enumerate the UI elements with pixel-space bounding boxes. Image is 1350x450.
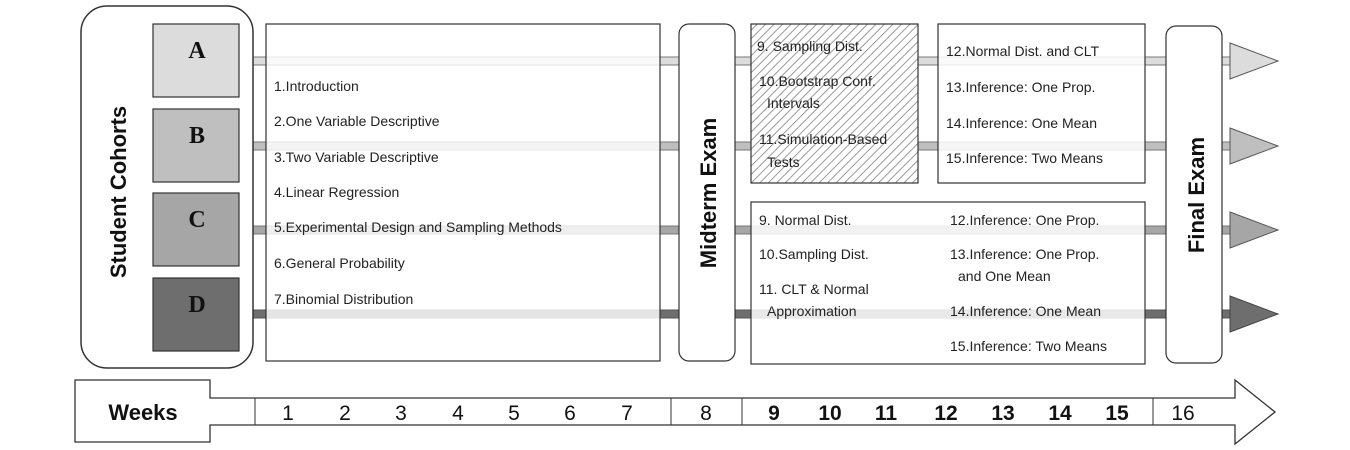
week-4: 4 [452, 402, 464, 425]
weeks-label: Weeks [108, 400, 177, 425]
ab-week12: 12.Normal Dist. and CLT [946, 43, 1099, 59]
ab-week14: 14.Inference: One Mean [946, 115, 1097, 131]
ab-later-box [937, 23, 1146, 184]
week-1: 1 [282, 402, 294, 425]
cd-week11-line2: Approximation [767, 303, 857, 319]
topic-1: 1.Introduction [274, 78, 359, 94]
cd-week13-line2: and One Mean [958, 268, 1051, 284]
cd-week15: 15.Inference: Two Means [950, 338, 1107, 354]
topics-1-7-box [265, 23, 661, 362]
week-6: 6 [564, 402, 576, 425]
topic-3: 3.Two Variable Descriptive [274, 149, 439, 165]
ab-week11-line2: Tests [767, 154, 800, 170]
ab-week11-line1: 11.Simulation-Based [759, 131, 887, 147]
topic-4: 4.Linear Regression [274, 184, 399, 200]
cohort-box-c [152, 192, 240, 267]
topic-2: 2.One Variable Descriptive [274, 113, 440, 129]
ab-week9: 9. Sampling Dist. [757, 38, 863, 54]
week-8: 8 [700, 402, 712, 425]
week-10: 10 [818, 402, 841, 425]
week-16: 16 [1171, 402, 1194, 425]
topic-5: 5.Experimental Design and Sampling Metho… [274, 219, 562, 235]
cd-week11-line1: 11. CLT & Normal [759, 281, 869, 297]
week-9: 9 [768, 402, 780, 425]
weeks-timeline-arrow [74, 378, 1277, 446]
topic-6: 6.General Probability [274, 255, 405, 271]
cohort-box-b [152, 108, 240, 183]
cohort-box-d [152, 277, 240, 352]
cohort-label-c: C [188, 207, 205, 233]
cd-week12: 12.Inference: One Prop. [950, 212, 1099, 228]
cohort-label-d: D [188, 292, 205, 318]
week-11: 11 [875, 402, 898, 425]
week-dividers [254, 398, 1154, 425]
final-label: Final Exam [1184, 137, 1209, 253]
cohort-box-a [152, 23, 240, 98]
ab-week10-line2: Intervals [767, 95, 820, 111]
cd-box [750, 201, 1146, 365]
week-15: 15 [1105, 402, 1129, 425]
final-box [1165, 25, 1223, 364]
cd-week10: 10.Sampling Dist. [759, 246, 869, 262]
week-13: 13 [991, 402, 1014, 425]
cohort-label-b: B [189, 123, 205, 149]
topic-7: 7.Binomial Distribution [274, 291, 413, 307]
midterm-box [678, 23, 736, 362]
cd-week9: 9. Normal Dist. [759, 212, 852, 228]
week-12: 12 [934, 402, 957, 425]
cohort-label-a: A [188, 38, 206, 64]
ab-week15: 15.Inference: Two Means [946, 150, 1103, 166]
week-3: 3 [395, 402, 407, 425]
week-5: 5 [508, 402, 520, 425]
ab-week13: 13.Inference: One Prop. [946, 79, 1095, 95]
week-2: 2 [339, 402, 351, 425]
ab-week10-line1: 10.Bootstrap Conf. [759, 73, 876, 89]
week-14: 14 [1048, 402, 1072, 425]
week-7: 7 [621, 402, 633, 425]
midterm-label: Midterm Exam [696, 118, 721, 268]
cohorts-side-label: Student Cohorts [106, 106, 131, 278]
ab-simulation-box [750, 23, 919, 184]
cd-week13-line1: 13.Inference: One Prop. [950, 246, 1099, 262]
cd-week14: 14.Inference: One Mean [950, 303, 1101, 319]
